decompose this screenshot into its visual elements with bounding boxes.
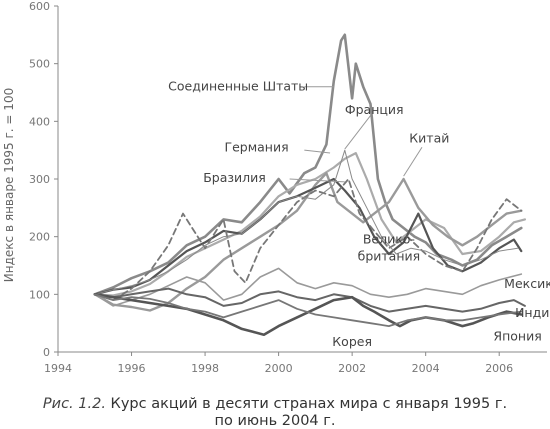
series-label: Мексика (504, 276, 550, 291)
series-label: Германия (224, 139, 288, 154)
series-line (93, 178, 523, 301)
series-line (93, 287, 526, 313)
y-tick-label: 500 (29, 58, 50, 71)
y-tick-label: 0 (43, 346, 50, 359)
y-axis-title: Индекс в январе 1995 г. = 100 (2, 88, 16, 282)
x-tick-label: 2000 (265, 362, 293, 375)
x-tick-label: 2006 (485, 362, 513, 375)
y-tick-label: 600 (29, 0, 50, 13)
figure-caption-line1: Рис. 1.2. Курс акций в десяти странах ми… (0, 396, 550, 412)
y-tick-label: 200 (29, 231, 50, 244)
label-leader-line (289, 178, 345, 183)
series-label: Корея (332, 334, 372, 349)
x-tick-label: 1996 (118, 362, 146, 375)
chart-axes: 0 100 200 300 400 500 600 1994 1996 1998 2000 2002 2… (2, 0, 547, 375)
label-leader-line (403, 147, 423, 177)
series-layer (93, 33, 526, 336)
y-tick-label: 400 (29, 115, 50, 128)
series-label: Бразилия (203, 170, 266, 185)
label-leader-line (344, 115, 371, 150)
series-labels: Соединенные Штаты Франция Германия Китай Бра… (168, 79, 550, 349)
series-line (93, 172, 523, 312)
series-label: Велико- (363, 232, 415, 247)
caption-text: Курс акций в десяти странах мира с январ… (110, 396, 508, 412)
series-label: Франция (345, 102, 404, 117)
series-line (94, 267, 523, 307)
series-line (93, 33, 523, 296)
series-label: Япония (493, 328, 541, 343)
label-leader-line (304, 149, 331, 154)
figure-caption-line2: по июнь 2004 г. (214, 413, 336, 429)
x-tick-label: 2002 (338, 362, 366, 375)
x-tick-label: 1998 (191, 362, 219, 375)
series-line (93, 152, 526, 297)
figure-label: Рис. 1.2. (42, 396, 106, 412)
series-line (93, 293, 523, 327)
y-tick-label: 300 (29, 173, 50, 186)
x-tick-label: 1994 (44, 362, 72, 375)
y-tick-label: 100 (29, 288, 50, 301)
series-line (93, 293, 523, 336)
stock-index-chart: 0 100 200 300 400 500 600 1994 1996 1998 2000 2002 2… (2, 0, 550, 375)
series-line (94, 149, 519, 295)
series-label: британия (358, 248, 421, 263)
series-label: Индия (515, 305, 550, 320)
x-tick-label: 2004 (412, 362, 440, 375)
series-label: Китай (409, 131, 449, 146)
series-label: Соединенные Штаты (168, 79, 308, 94)
